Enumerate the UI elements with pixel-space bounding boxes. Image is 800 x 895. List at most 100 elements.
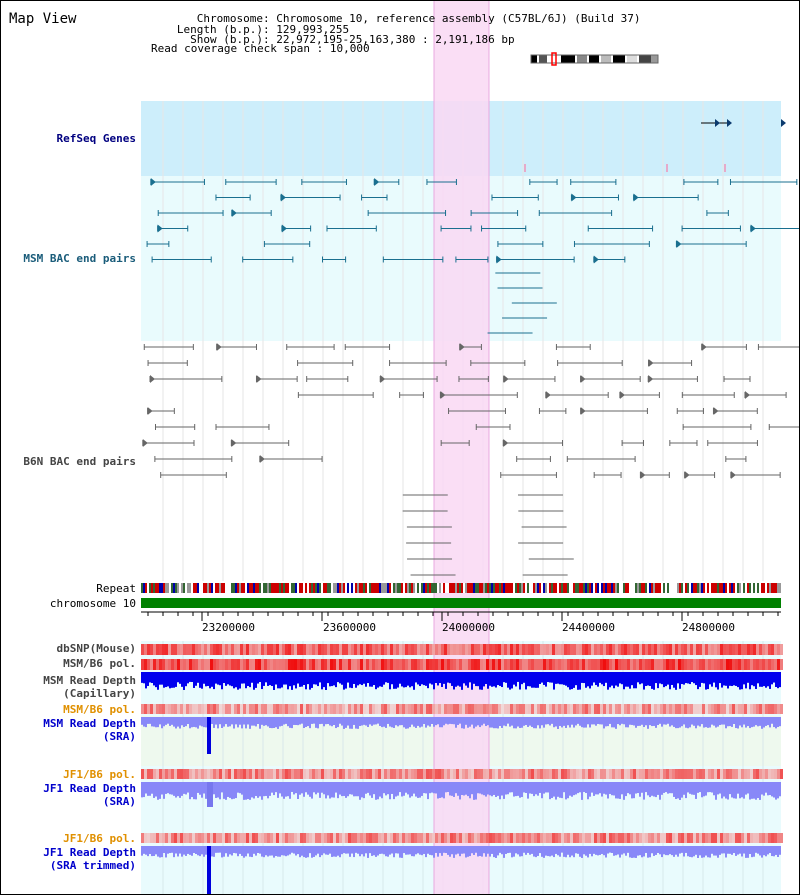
repeat-mark	[681, 583, 683, 593]
track-label-refseq[interactable]: RefSeq Genes	[56, 132, 136, 145]
dbsnp-heatmap	[717, 644, 720, 655]
jf1-sra-depth-bar	[733, 782, 735, 799]
repeat-mark	[713, 583, 715, 593]
repeat-mark	[497, 583, 499, 593]
jf1-sra-depth-bar	[313, 782, 315, 793]
msm-b6-pol-heatmap	[315, 659, 318, 670]
dbsnp-heatmap	[189, 644, 192, 655]
jf1-sra-depth-bar	[681, 782, 683, 798]
jf1-sra-depth-bar	[617, 782, 619, 799]
track-label-jf1-b6-pol-2[interactable]: JF1/B6 pol.	[63, 832, 136, 845]
b6n-bac-pair-arrow	[503, 375, 509, 383]
msm-sra-depth-bar	[511, 717, 513, 726]
msm-sra-depth-bar	[605, 717, 607, 727]
jf1-b6-pol-heatmap	[735, 769, 738, 779]
msm-capillary-depth-bar	[169, 672, 171, 689]
msm-capillary-depth-bar	[147, 672, 149, 686]
jf1-sra-depth-bar	[539, 782, 541, 793]
jf1-trimmed-depth-bar	[415, 846, 417, 855]
jf1-b6-pol-heatmap	[525, 769, 528, 779]
msm-b6-pol-heatmap	[474, 659, 477, 670]
msm-capillary-depth-bar	[245, 672, 247, 689]
track-label-jf1-read-depth-trimmed[interactable]: JF1 Read Depth (SRA trimmed)	[43, 846, 136, 872]
msm-capillary-depth-bar	[631, 672, 633, 686]
jf1-b6-pol-heatmap	[174, 833, 177, 843]
jf1-b6-pol-heatmap	[486, 769, 489, 779]
msm-capillary-depth-bar	[353, 672, 355, 684]
jf1-b6-pol-heatmap	[453, 769, 456, 779]
dbsnp-heatmap	[471, 644, 474, 655]
repeat-mark	[565, 583, 567, 593]
dbsnp-heatmap	[594, 644, 597, 655]
jf1-sra-depth-bar	[647, 782, 649, 796]
jf1-trimmed-depth-bar	[279, 846, 281, 857]
jf1-trimmed-depth-bar	[431, 846, 433, 856]
jf1-sra-depth-bar	[305, 782, 307, 793]
msm-capillary-depth-bar	[497, 672, 499, 686]
msm-capillary-depth-bar	[225, 672, 227, 686]
jf1-sra-depth-bar	[281, 782, 283, 797]
jf1-sra-depth-bar	[751, 782, 753, 799]
repeat-mark	[579, 583, 581, 593]
track-label-jf1-read-depth-sra[interactable]: JF1 Read Depth (SRA)	[43, 782, 136, 808]
msm-capillary-depth-bar	[173, 672, 175, 688]
jf1-sra-depth-bar	[709, 782, 711, 793]
msm-sra-depth-bar	[769, 717, 771, 728]
jf1-b6-pol-heatmap	[273, 769, 276, 779]
msm-b6-pol-heatmap	[156, 659, 159, 670]
msm-capillary-depth-bar	[523, 672, 525, 683]
dbsnp-heatmap	[492, 644, 495, 655]
jf1-trimmed-depth-bar	[215, 846, 217, 853]
jf1-sra-depth-bar	[695, 782, 697, 799]
jf1-b6-pol-heatmap	[615, 769, 618, 779]
jf1-b6-pol-heatmap	[558, 769, 561, 779]
jf1-trimmed-depth-bar	[163, 846, 165, 854]
msm-sra-depth-bar	[525, 717, 527, 726]
axis-tick-label: 24400000	[562, 621, 615, 634]
jf1-trimmed-depth-bar	[309, 846, 311, 854]
repeat-mark	[239, 583, 241, 593]
track-label-repeat[interactable]: Repeat	[96, 582, 136, 595]
repeat-mark	[401, 583, 403, 593]
msm-b6-pol-heatmap	[162, 659, 165, 670]
repeat-mark	[701, 583, 703, 593]
jf1-b6-pol-heatmap	[498, 769, 501, 779]
jf1-sra-depth-bar	[411, 782, 413, 797]
dbsnp-heatmap	[702, 644, 705, 655]
jf1-trimmed-depth-bar	[481, 846, 483, 857]
msm-sra-depth-bar	[603, 717, 605, 729]
track-label-msm-b6-pol-1[interactable]: MSM/B6 pol.	[63, 657, 136, 670]
msm-b6-pol-heatmap	[219, 659, 222, 670]
msm-capillary-depth-bar	[475, 672, 477, 687]
msm-capillary-depth-bar	[241, 672, 243, 684]
repeat-mark	[327, 583, 329, 593]
msm-b6-pol-heatmap	[405, 704, 408, 714]
jf1-sra-depth-bar	[505, 782, 507, 795]
jf1-trimmed-depth-bar	[763, 846, 765, 856]
jf1-sra-depth-bar	[707, 782, 709, 793]
jf1-sra-depth-bar	[421, 782, 423, 796]
track-label-msm-read-depth-capillary[interactable]: MSM Read Depth (Capillary)	[43, 674, 136, 700]
jf1-sra-depth-bar	[719, 782, 721, 794]
msm-sra-depth-bar	[725, 717, 727, 729]
track-label-chromosome: chromosome 10	[49, 597, 136, 610]
msm-sra-depth-bar	[295, 717, 297, 726]
track-label-msm-read-depth-sra[interactable]: MSM Read Depth (SRA)	[43, 717, 136, 743]
msm-b6-pol-heatmap	[402, 659, 405, 670]
track-label-b6n-bac[interactable]: B6N BAC end pairs	[23, 455, 136, 468]
dbsnp-heatmap	[450, 644, 453, 655]
msm-b6-pol-heatmap	[597, 659, 600, 670]
jf1-trimmed-depth-bar	[257, 846, 259, 853]
msm-b6-pol-heatmap	[477, 704, 480, 714]
jf1-trimmed-depth-bar	[169, 846, 171, 854]
msm-sra-depth-bar	[307, 717, 309, 727]
track-label-msm-bac[interactable]: MSM BAC end pairs	[23, 252, 136, 265]
track-label-msm-b6-pol-2[interactable]: MSM/B6 pol.	[63, 703, 136, 716]
repeat-mark	[577, 583, 579, 593]
jf1-b6-pol-heatmap	[579, 833, 582, 843]
jf1-b6-pol-heatmap	[195, 769, 198, 779]
track-label-dbsnp[interactable]: dbSNP(Mouse)	[56, 642, 136, 655]
track-label-jf1-b6-pol-1[interactable]: JF1/B6 pol.	[63, 768, 136, 781]
msm-b6-pol-heatmap	[645, 659, 648, 670]
